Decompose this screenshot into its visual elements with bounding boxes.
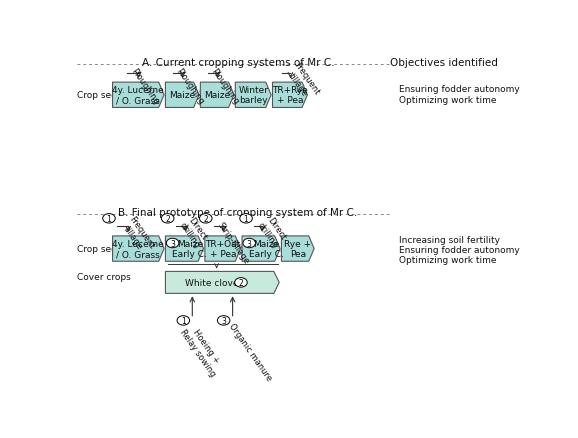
Text: 1: 1 <box>181 316 186 325</box>
Polygon shape <box>113 237 164 261</box>
Circle shape <box>217 316 230 325</box>
Text: B. Final prototype of cropping system of Mr C.: B. Final prototype of cropping system of… <box>118 208 358 218</box>
Text: 3: 3 <box>247 239 251 248</box>
Polygon shape <box>165 83 199 108</box>
Circle shape <box>177 316 190 325</box>
Polygon shape <box>165 272 279 294</box>
Text: Ensuring fodder autonomy
Optimizing work time: Ensuring fodder autonomy Optimizing work… <box>399 85 520 104</box>
Circle shape <box>199 214 212 223</box>
Text: Maize: Maize <box>204 91 230 100</box>
Polygon shape <box>272 83 307 108</box>
Text: 1: 1 <box>244 214 249 223</box>
Text: TR+Rye
+ Pea: TR+Rye + Pea <box>272 86 308 105</box>
Text: Ploughing: Ploughing <box>174 67 205 106</box>
Text: 4y. Lucerne
/ O. Grass: 4y. Lucerne / O. Grass <box>113 239 164 259</box>
Text: 2: 2 <box>165 214 170 223</box>
Text: Frequent
tillage: Frequent tillage <box>284 61 321 102</box>
Text: 3: 3 <box>170 239 175 248</box>
Text: TR+Oat
+ Pea: TR+Oat + Pea <box>205 239 240 259</box>
Text: Strip-tillage: Strip-tillage <box>215 220 250 265</box>
Text: Increasing soil fertility
Ensuring fodder autonomy
Optimizing work time: Increasing soil fertility Ensuring fodde… <box>399 235 520 265</box>
Polygon shape <box>235 83 271 108</box>
Text: Maize
Early C.: Maize Early C. <box>172 239 208 259</box>
Text: Ploughing: Ploughing <box>209 67 240 106</box>
Polygon shape <box>113 83 164 108</box>
Circle shape <box>240 214 253 223</box>
Text: Direct
drilling: Direct drilling <box>255 214 288 249</box>
Text: Hoeing +
Relay sowing: Hoeing + Relay sowing <box>178 321 225 377</box>
Text: 2: 2 <box>239 278 243 287</box>
Polygon shape <box>242 237 280 261</box>
Text: Maize
Early C.: Maize Early C. <box>249 239 284 259</box>
Circle shape <box>243 239 255 248</box>
Text: Maize: Maize <box>169 91 195 100</box>
Text: Direct
drilling: Direct drilling <box>177 214 210 249</box>
Text: Crop sequence: Crop sequence <box>77 91 144 100</box>
Text: Rye +
Pea: Rye + Pea <box>284 239 312 259</box>
Text: Ploughing: Ploughing <box>129 67 160 106</box>
Circle shape <box>161 214 174 223</box>
Text: 2: 2 <box>203 214 208 223</box>
Polygon shape <box>281 237 314 261</box>
Text: Organic manure: Organic manure <box>227 321 273 381</box>
Text: Cover crops: Cover crops <box>77 272 131 281</box>
Text: 1: 1 <box>106 214 112 223</box>
Text: 3: 3 <box>221 316 226 325</box>
Text: White clover: White clover <box>184 278 242 287</box>
Circle shape <box>235 278 247 287</box>
Polygon shape <box>201 83 234 108</box>
Text: Objectives identified: Objectives identified <box>390 58 498 67</box>
Circle shape <box>166 239 179 248</box>
Polygon shape <box>165 237 203 261</box>
Text: Winter
barley: Winter barley <box>238 86 268 105</box>
Text: Crop sequence: Crop sequence <box>77 244 144 253</box>
Polygon shape <box>205 237 240 261</box>
Text: A. Current cropping systems of Mr C.: A. Current cropping systems of Mr C. <box>142 58 334 67</box>
Circle shape <box>103 214 115 223</box>
Text: 4y. Lucerne
/ O. Grass: 4y. Lucerne / O. Grass <box>113 86 164 105</box>
Text: Frequent
tillage: Frequent tillage <box>118 214 156 256</box>
